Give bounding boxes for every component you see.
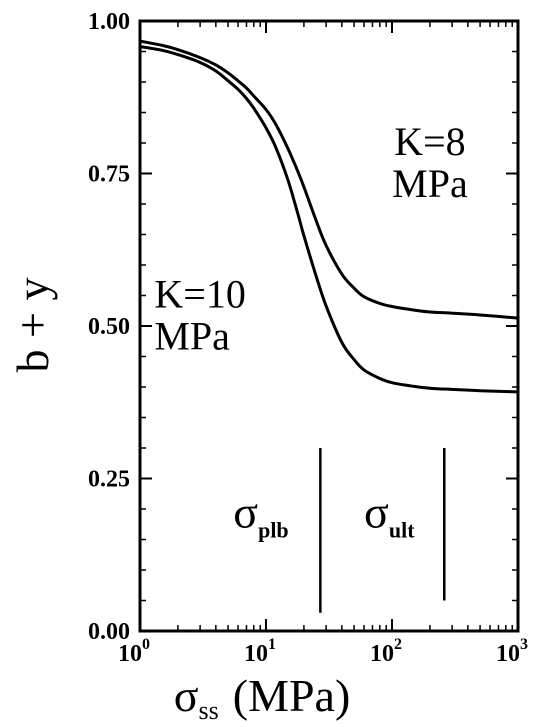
y-tick-label: 1.00 bbox=[88, 9, 130, 35]
x-axis-title-unit: (MPa) bbox=[233, 670, 351, 721]
y-axis-title: b + y bbox=[7, 278, 58, 373]
marker-label-plb-subscript: plb bbox=[258, 517, 289, 542]
marker-label-ult: σult bbox=[364, 486, 415, 542]
marker-label-ult-subscript: ult bbox=[389, 517, 415, 542]
y-tick-label: 0.00 bbox=[88, 619, 130, 645]
x-axis-title-symbol: σ bbox=[174, 670, 199, 721]
marker-label-plb: σplb bbox=[233, 486, 288, 542]
annotation-k8-label: K=8 bbox=[394, 119, 465, 164]
annotation-k10-label: K=10 bbox=[154, 272, 245, 317]
series-layer bbox=[139, 39, 519, 394]
x-axis-title: σss (MPa) bbox=[174, 670, 351, 725]
axis-ticks bbox=[139, 20, 519, 632]
x-tick-label: 103 bbox=[496, 636, 528, 667]
y-tick-labels: 0.00 0.25 0.50 0.75 1.00 bbox=[88, 9, 130, 645]
marker-label-plb-symbol: σ bbox=[233, 486, 258, 537]
marker-labels: σplb σult bbox=[233, 486, 415, 542]
x-tick-exponent: 2 bbox=[394, 636, 402, 653]
x-axis-title-subscript: ss bbox=[199, 696, 219, 725]
annotations: K=8 MPa K=10 MPa bbox=[154, 119, 468, 359]
y-tick-label: 0.25 bbox=[88, 467, 130, 493]
x-tick-label: 102 bbox=[370, 636, 402, 667]
marker-lines bbox=[319, 448, 446, 613]
x-tick-label: 100 bbox=[118, 636, 150, 667]
marker-label-ult-symbol: σ bbox=[364, 486, 389, 537]
series-line-k8 bbox=[139, 39, 519, 320]
plot-area bbox=[138, 19, 520, 633]
y-tick-label: 0.75 bbox=[88, 162, 130, 188]
x-tick-labels: 100 101 102 103 bbox=[118, 636, 528, 667]
annotation-k10-unit: MPa bbox=[154, 314, 230, 359]
y-tick-label: 0.50 bbox=[88, 314, 130, 340]
x-tick-exponent: 0 bbox=[142, 636, 150, 653]
annotation-k8-unit: MPa bbox=[392, 161, 468, 206]
x-tick-exponent: 1 bbox=[268, 636, 276, 653]
x-tick-label: 101 bbox=[244, 636, 276, 667]
x-tick-exponent: 3 bbox=[520, 636, 528, 653]
series-line-k10 bbox=[139, 45, 519, 394]
